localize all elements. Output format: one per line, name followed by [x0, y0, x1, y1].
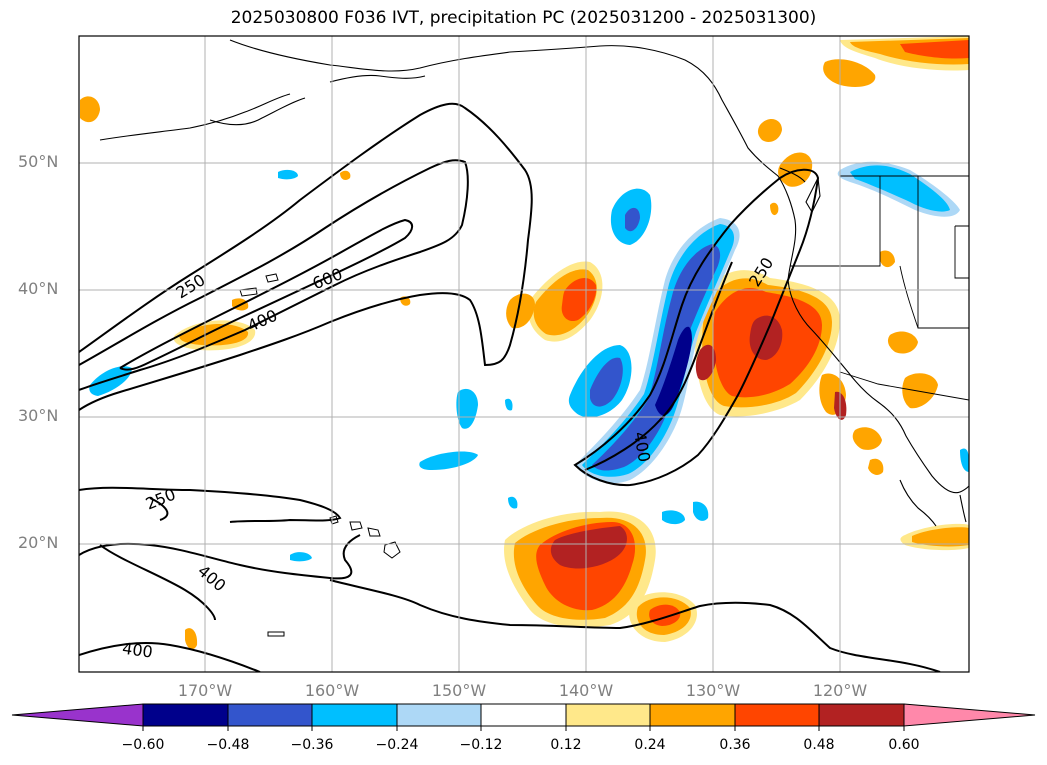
lat-label: 40°N [18, 279, 59, 298]
lon-label: 150°W [431, 681, 487, 700]
map-frame [78, 35, 970, 673]
lon-label: 140°W [558, 681, 614, 700]
colorbar-bin [734, 703, 820, 727]
colorbar-ticks [142, 726, 905, 731]
lon-label: 130°W [685, 681, 741, 700]
colorbar-tick-label: −0.12 [459, 737, 503, 753]
colorbar-bin [480, 703, 567, 727]
colorbar-bin [142, 703, 229, 727]
coastlines [99, 39, 969, 527]
colorbar-tick-label: −0.36 [290, 737, 334, 753]
colorbar-tick-label: 0.60 [888, 737, 920, 753]
lat-label: 30°N [18, 406, 59, 425]
colorbar-bin [311, 703, 398, 727]
precip-shading [80, 36, 969, 650]
colorbar-bin [649, 703, 736, 727]
colorbar-tick-label: −0.24 [375, 737, 419, 753]
colorbar-tick-label: 0.12 [550, 737, 582, 753]
lon-label: 160°W [304, 681, 360, 700]
lat-label: 50°N [18, 152, 59, 171]
map-title: 2025030800 F036 IVT, precipitation PC (2… [230, 8, 817, 28]
colorbar-tick-label: 0.24 [634, 737, 666, 753]
colorbar-bin [227, 703, 313, 727]
graticule [79, 36, 969, 672]
colorbar-extend-left [11, 703, 144, 727]
colorbar-tick-label: −0.48 [206, 737, 250, 753]
lon-label: 170°W [177, 681, 233, 700]
lat-label: 20°N [18, 533, 59, 552]
colorbar [11, 703, 1036, 727]
contour-label: 400 [121, 639, 154, 662]
colorbar-bin [565, 703, 651, 727]
ivt-contours [79, 102, 941, 672]
colorbar-tick-label: −0.60 [121, 737, 165, 753]
colorbar-tick-label: 0.36 [719, 737, 751, 753]
colorbar-tick-label: 0.48 [803, 737, 835, 753]
colorbar-bin [396, 703, 482, 727]
colorbar-bin [818, 703, 905, 727]
lon-label: 120°W [812, 681, 868, 700]
colorbar-extend-right [903, 703, 1036, 727]
